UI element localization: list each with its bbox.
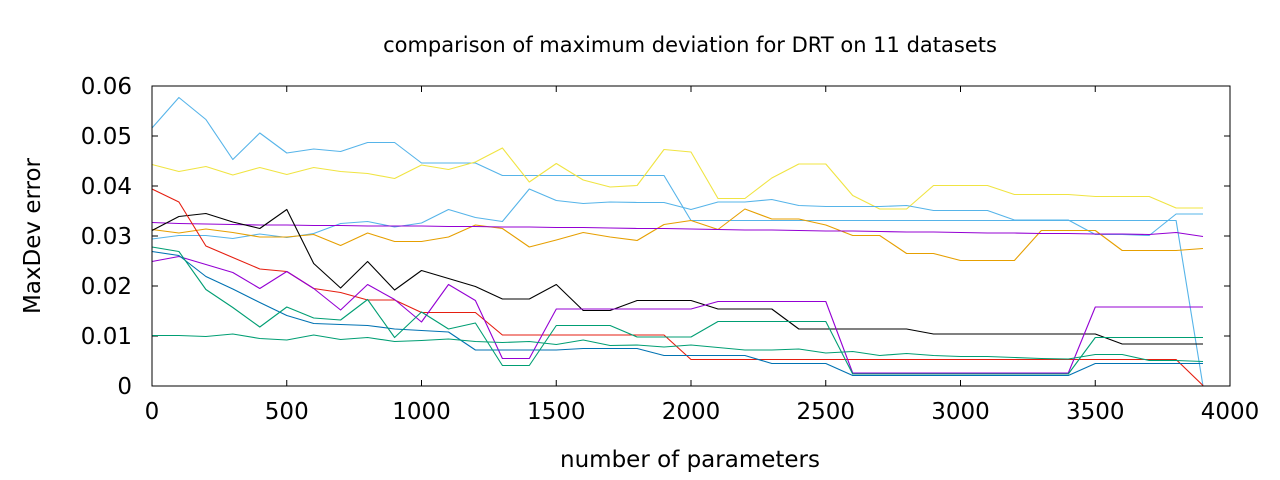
y-tick-label: 0 bbox=[117, 374, 132, 400]
y-axis-label: MaxDev error bbox=[20, 157, 46, 314]
series-lines bbox=[151, 96, 1204, 387]
y-tick-label: 0.02 bbox=[81, 274, 132, 300]
series-line-5 bbox=[151, 221, 1204, 238]
series-line-3 bbox=[151, 188, 1203, 240]
x-tick-label: 0 bbox=[145, 399, 160, 425]
y-tick-label: 0.01 bbox=[81, 324, 132, 350]
series-line-2 bbox=[151, 147, 1203, 210]
series-line-6 bbox=[151, 208, 1203, 345]
y-tick-label: 0.04 bbox=[81, 174, 132, 200]
y-tick-label: 0.05 bbox=[81, 124, 132, 150]
x-axis-label: number of parameters bbox=[560, 447, 820, 473]
y-tick-label: 0.06 bbox=[81, 74, 132, 100]
x-tick-label: 3000 bbox=[931, 399, 990, 425]
series-line-7 bbox=[151, 188, 1204, 386]
x-tick-label: 500 bbox=[265, 399, 309, 425]
x-tick-label: 1500 bbox=[527, 399, 586, 425]
series-line-8 bbox=[151, 255, 1203, 374]
y-tick-label: 0.03 bbox=[81, 224, 132, 250]
series-line-11 bbox=[152, 333, 1204, 363]
axis-ticks: 0 500 1000 1500 2000 2500 3000 3500 4000 0 0.01 0.0… bbox=[81, 74, 1259, 425]
x-tick-label: 1000 bbox=[392, 399, 451, 425]
series-line-9 bbox=[151, 250, 1203, 377]
series-line-4 bbox=[151, 208, 1204, 262]
series-line-10 bbox=[151, 246, 1203, 375]
plot-area-frame bbox=[151, 85, 1231, 387]
x-tick-label: 2500 bbox=[796, 399, 855, 425]
x-tick-label: 2000 bbox=[662, 399, 721, 425]
chart-title: comparison of maximum deviation for DRT … bbox=[383, 33, 997, 57]
x-tick-label: 3500 bbox=[1066, 399, 1125, 425]
series-line-1 bbox=[151, 96, 1204, 387]
x-tick-label: 4000 bbox=[1201, 399, 1260, 425]
